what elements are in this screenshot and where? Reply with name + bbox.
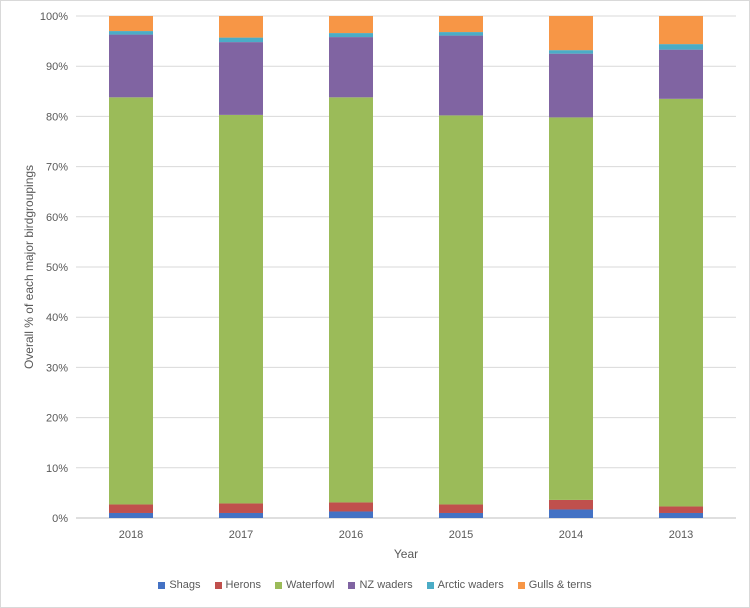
legend-item: Gulls & terns (517, 579, 592, 591)
legend-item: Herons (214, 579, 261, 591)
legend-item: Shags (158, 579, 201, 591)
bar-segment (219, 512, 263, 518)
y-tick-label: 60% (46, 212, 68, 224)
y-tick-label: 90% (46, 61, 68, 73)
bar-segment (439, 35, 483, 116)
bar-segment (549, 16, 593, 51)
x-tick-label: 2018 (119, 529, 143, 541)
y-tick-label: 50% (46, 262, 68, 274)
bar-segment (219, 503, 263, 513)
bar-segment (659, 16, 703, 45)
bar-segment (439, 115, 483, 505)
x-axis-label: Year (394, 547, 418, 561)
legend-swatch (274, 581, 282, 589)
bar-segment (219, 16, 263, 38)
bar-segment (659, 44, 703, 50)
bar-segment (109, 34, 153, 98)
bar-segment (329, 502, 373, 512)
legend-swatch (158, 581, 166, 589)
x-tick-label: 2017 (229, 529, 253, 541)
legend-label: NZ waders (359, 579, 413, 591)
bar-segment (549, 499, 593, 510)
bar-segment (439, 16, 483, 33)
stacked-bar-chart: 0% 10% 20% 30% 40% 50% 60% 70% 80% 90% 100% 2018 201… (22, 11, 736, 561)
gridlines (76, 15, 736, 519)
x-tick-label: 2014 (559, 529, 583, 541)
x-tick-label: 2016 (339, 529, 363, 541)
legend-label: Shags (169, 579, 201, 591)
legend-swatch (517, 581, 525, 589)
bar-segment (659, 512, 703, 518)
bar-segment (549, 50, 593, 54)
legend-label: Gulls & terns (528, 579, 592, 591)
bar-segment (329, 511, 373, 518)
axes: 0% 10% 20% 30% 40% 50% 60% 70% 80% 90% 100% 2018 201… (40, 11, 693, 541)
bar-segment (109, 504, 153, 513)
x-tick-label: 2015 (449, 529, 473, 541)
y-tick-label: 20% (46, 413, 68, 425)
legend-item: Arctic waders (426, 579, 504, 591)
legend-label: Herons (225, 579, 261, 591)
bars (109, 16, 703, 518)
bar-segment (329, 16, 373, 34)
y-axis-label: Overall % of each major birdgroupings (22, 165, 36, 369)
y-tick-label: 70% (46, 162, 68, 174)
legend: Shags Herons Waterfowl NZ waders Arctic wade… (1, 579, 749, 591)
y-tick-label: 100% (40, 11, 68, 23)
bar-segment (219, 114, 263, 504)
bar-segment (439, 32, 483, 36)
y-tick-label: 80% (46, 111, 68, 123)
legend-label: Arctic waders (437, 579, 504, 591)
bar-segment (549, 509, 593, 518)
bar-segment (329, 97, 373, 503)
legend-swatch (426, 581, 434, 589)
bar-segment (109, 31, 153, 35)
bar-segment (549, 117, 593, 500)
bar-segment (659, 98, 703, 507)
legend-swatch (348, 581, 356, 589)
bar-segment (549, 53, 593, 118)
legend-label: Waterfowl (285, 579, 335, 591)
bar-segment (439, 504, 483, 513)
y-tick-label: 40% (46, 312, 68, 324)
bar-segment (219, 37, 263, 43)
bar-segment (329, 33, 373, 38)
bar-segment (109, 512, 153, 518)
legend-item: Waterfowl (274, 579, 335, 591)
y-tick-label: 30% (46, 362, 68, 374)
bar-segment (659, 506, 703, 513)
bar-segment (219, 42, 263, 115)
bar-segment (439, 512, 483, 518)
bar-segment (659, 49, 703, 99)
legend-swatch (214, 581, 222, 589)
y-tick-label: 10% (46, 463, 68, 475)
bar-segment (109, 16, 153, 32)
x-tick-label: 2013 (669, 529, 693, 541)
legend-item: NZ waders (348, 579, 413, 591)
y-tick-label: 0% (52, 513, 68, 525)
bar-segment (109, 97, 153, 505)
bar-segment (329, 37, 373, 98)
